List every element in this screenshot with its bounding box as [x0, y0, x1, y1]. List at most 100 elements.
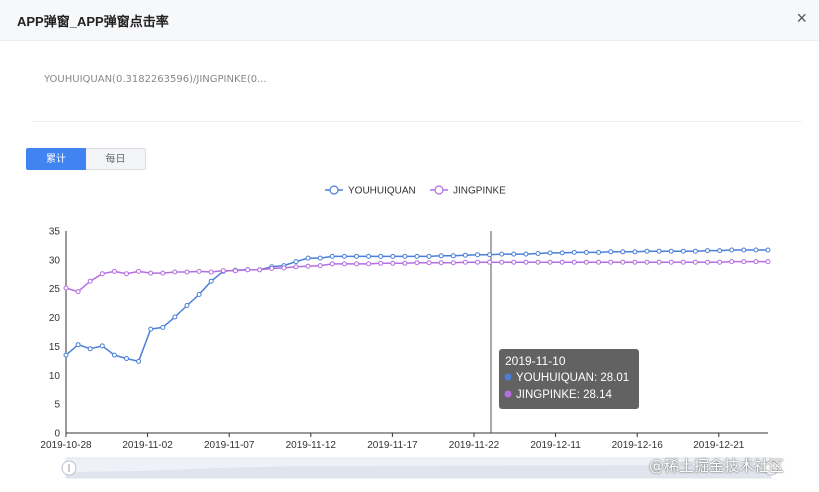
data-point-youhuiquan[interactable] [644, 248, 650, 254]
data-point-jingpinke[interactable] [632, 259, 638, 265]
data-point-youhuiquan[interactable] [753, 247, 759, 253]
data-point-jingpinke[interactable] [148, 270, 154, 276]
data-point-youhuiquan[interactable] [341, 253, 347, 259]
data-point-jingpinke[interactable] [341, 261, 347, 267]
data-point-jingpinke[interactable] [208, 269, 214, 275]
data-point-jingpinke[interactable] [765, 259, 771, 265]
data-point-youhuiquan[interactable] [111, 352, 117, 358]
data-point-youhuiquan[interactable] [620, 249, 626, 255]
data-point-youhuiquan[interactable] [414, 253, 420, 259]
data-point-youhuiquan[interactable] [608, 249, 614, 255]
data-point-jingpinke[interactable] [438, 260, 444, 266]
data-point-youhuiquan[interactable] [208, 278, 214, 284]
data-point-jingpinke[interactable] [583, 259, 589, 265]
data-point-jingpinke[interactable] [269, 266, 275, 271]
data-point-jingpinke[interactable] [87, 278, 93, 284]
data-point-youhuiquan[interactable] [75, 342, 81, 348]
data-point-youhuiquan[interactable] [136, 358, 142, 364]
data-point-youhuiquan[interactable] [729, 247, 735, 253]
zoom-handle-right[interactable] [763, 460, 779, 476]
data-point-youhuiquan[interactable] [317, 255, 323, 261]
data-point-youhuiquan[interactable] [499, 251, 505, 257]
data-point-jingpinke[interactable] [668, 259, 674, 265]
data-point-jingpinke[interactable] [293, 264, 299, 270]
data-point-youhuiquan[interactable] [705, 248, 710, 254]
data-point-youhuiquan[interactable] [99, 343, 105, 349]
data-point-youhuiquan[interactable] [63, 352, 69, 358]
data-point-jingpinke[interactable] [547, 259, 553, 265]
data-point-youhuiquan[interactable] [160, 324, 166, 330]
data-point-jingpinke[interactable] [354, 261, 359, 267]
close-icon[interactable]: × [796, 8, 807, 28]
data-point-jingpinke[interactable] [571, 259, 577, 265]
data-point-jingpinke[interactable] [124, 271, 129, 277]
data-point-jingpinke[interactable] [535, 259, 541, 265]
data-point-youhuiquan[interactable] [450, 253, 456, 259]
data-point-jingpinke[interactable] [257, 267, 263, 273]
data-point-jingpinke[interactable] [99, 271, 105, 277]
data-point-jingpinke[interactable] [705, 259, 710, 265]
data-point-jingpinke[interactable] [717, 259, 723, 265]
data-point-jingpinke[interactable] [414, 260, 420, 266]
data-point-youhuiquan[interactable] [354, 253, 359, 259]
data-point-youhuiquan[interactable] [559, 250, 565, 256]
data-point-jingpinke[interactable] [644, 259, 650, 265]
data-point-jingpinke[interactable] [75, 289, 81, 295]
data-point-youhuiquan[interactable] [487, 252, 493, 258]
data-point-jingpinke[interactable] [172, 269, 178, 275]
data-point-youhuiquan[interactable] [366, 253, 372, 259]
cumulative-button[interactable]: 累计 [26, 148, 86, 170]
data-point-youhuiquan[interactable] [632, 249, 638, 255]
data-point-jingpinke[interactable] [220, 268, 226, 274]
legend-marker[interactable] [329, 185, 339, 195]
data-point-jingpinke[interactable] [741, 259, 747, 265]
data-point-jingpinke[interactable] [245, 267, 251, 273]
data-point-jingpinke[interactable] [426, 260, 432, 266]
data-point-jingpinke[interactable] [196, 268, 202, 274]
data-point-jingpinke[interactable] [511, 259, 517, 265]
data-point-jingpinke[interactable] [111, 268, 117, 274]
data-point-jingpinke[interactable] [402, 260, 408, 266]
data-point-jingpinke[interactable] [475, 259, 480, 265]
data-point-jingpinke[interactable] [317, 263, 323, 269]
data-point-jingpinke[interactable] [499, 259, 505, 265]
data-point-youhuiquan[interactable] [692, 248, 698, 254]
data-point-jingpinke[interactable] [305, 263, 311, 269]
data-point-jingpinke[interactable] [656, 259, 662, 265]
data-point-youhuiquan[interactable] [196, 292, 202, 297]
data-point-youhuiquan[interactable] [390, 253, 396, 259]
data-point-youhuiquan[interactable] [523, 251, 529, 257]
data-point-youhuiquan[interactable] [596, 249, 602, 255]
data-point-youhuiquan[interactable] [305, 255, 311, 261]
data-point-jingpinke[interactable] [329, 261, 335, 267]
data-point-jingpinke[interactable] [450, 260, 456, 266]
data-point-youhuiquan[interactable] [656, 248, 662, 254]
data-point-jingpinke[interactable] [559, 259, 565, 265]
data-point-youhuiquan[interactable] [402, 253, 408, 259]
data-point-youhuiquan[interactable] [438, 253, 444, 259]
data-point-jingpinke[interactable] [184, 269, 190, 275]
data-point-jingpinke[interactable] [753, 259, 759, 265]
data-point-youhuiquan[interactable] [511, 251, 517, 257]
data-point-youhuiquan[interactable] [717, 248, 723, 254]
data-point-jingpinke[interactable] [232, 268, 238, 274]
data-point-youhuiquan[interactable] [329, 253, 335, 259]
data-point-jingpinke[interactable] [366, 261, 372, 267]
data-point-youhuiquan[interactable] [378, 253, 384, 259]
data-point-jingpinke[interactable] [136, 268, 142, 274]
data-point-youhuiquan[interactable] [547, 250, 553, 256]
data-point-jingpinke[interactable] [487, 259, 493, 265]
data-point-youhuiquan[interactable] [148, 326, 154, 332]
data-point-jingpinke[interactable] [160, 270, 166, 276]
data-point-youhuiquan[interactable] [571, 249, 577, 255]
data-point-youhuiquan[interactable] [583, 249, 589, 255]
data-point-jingpinke[interactable] [63, 285, 69, 291]
data-point-youhuiquan[interactable] [87, 346, 93, 352]
data-point-jingpinke[interactable] [390, 260, 396, 266]
data-point-youhuiquan[interactable] [293, 259, 299, 265]
data-point-youhuiquan[interactable] [462, 252, 468, 258]
data-point-youhuiquan[interactable] [426, 253, 432, 259]
data-point-youhuiquan[interactable] [475, 252, 480, 258]
data-point-jingpinke[interactable] [692, 259, 698, 265]
data-point-jingpinke[interactable] [608, 259, 614, 265]
